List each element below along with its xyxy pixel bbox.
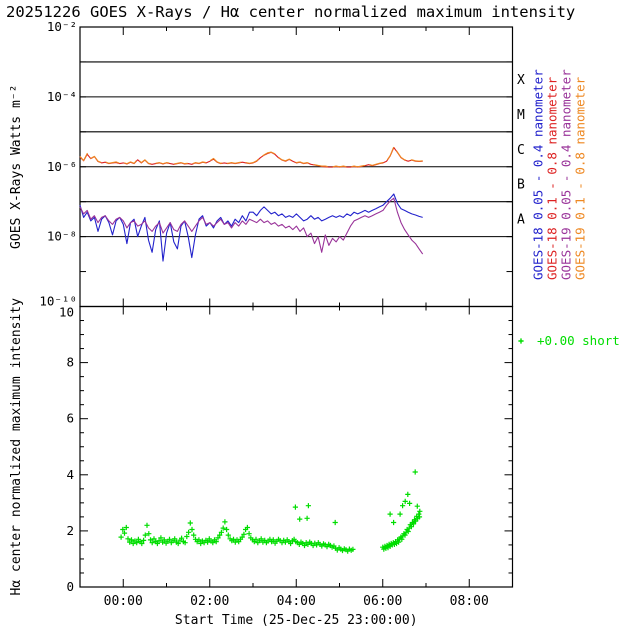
flare-class-label: M — [517, 108, 525, 123]
halpha-legend-marker — [518, 338, 524, 344]
xtick-label: 04:00 — [277, 594, 316, 609]
legend-entry-1: GOES-18 0.05 - 0.4 nanometer — [531, 69, 546, 280]
halpha-ytick-label: 10 — [59, 305, 74, 320]
xray-ylabel: GOES X-Rays Watts m⁻² — [9, 85, 24, 249]
halpha-ytick-label: 6 — [66, 411, 74, 426]
halpha-ytick-label: 2 — [66, 523, 74, 538]
xtick-label: 00:00 — [104, 594, 143, 609]
xray-ytick-label: 10⁻⁸ — [47, 229, 77, 244]
xaxis-label: Start Time (25-Dec-25 23:00:00) — [175, 613, 418, 628]
xray-ytick-label: 10⁻⁴ — [47, 89, 77, 104]
series-goes-19-0-05-0-4-nanometer — [79, 197, 424, 255]
series-goes-18-0-05-0-4-nanometer — [79, 193, 423, 262]
halpha-plot-frame — [79, 305, 514, 588]
flare-class-label: X — [517, 73, 525, 88]
flare-class-label: C — [517, 143, 525, 158]
legend-entry-4: GOES-19 0.1 - 0.8 nanometer — [573, 76, 588, 280]
xtick-label: 06:00 — [363, 594, 402, 609]
chart-title: 20251226 GOES X-Rays / Hα center normali… — [6, 3, 576, 21]
halpha-ytick-label: 8 — [66, 355, 74, 370]
xray-ytick-label: 10⁻⁶ — [47, 159, 77, 174]
series-goes-18-0-1-0-8-nanometer — [79, 146, 423, 168]
flare-class-label: A — [517, 213, 525, 228]
xray-ytick-label: 10⁻¹⁰ — [39, 294, 77, 309]
halpha-ytick-label: 0 — [66, 579, 74, 594]
legend-entry-2: GOES-18 0.1 - 0.8 nanometer — [545, 76, 560, 280]
xtick-label: 08:00 — [450, 594, 489, 609]
series-goes-19-0-1-0-8-nanometer — [79, 146, 423, 168]
xray-ytick-label: 10⁻² — [47, 19, 77, 34]
legend-entry-3: GOES-19 0.05 - 0.4 nanometer — [559, 69, 574, 280]
halpha-scatter — [118, 469, 423, 554]
flare-class-label: B — [517, 178, 525, 193]
halpha-ytick-label: 4 — [66, 467, 74, 482]
xtick-label: 02:00 — [190, 594, 229, 609]
halpha-legend-label: +0.00 short — [537, 333, 620, 348]
halpha-ylabel: Hα center normalized maximum intensity — [9, 298, 24, 596]
